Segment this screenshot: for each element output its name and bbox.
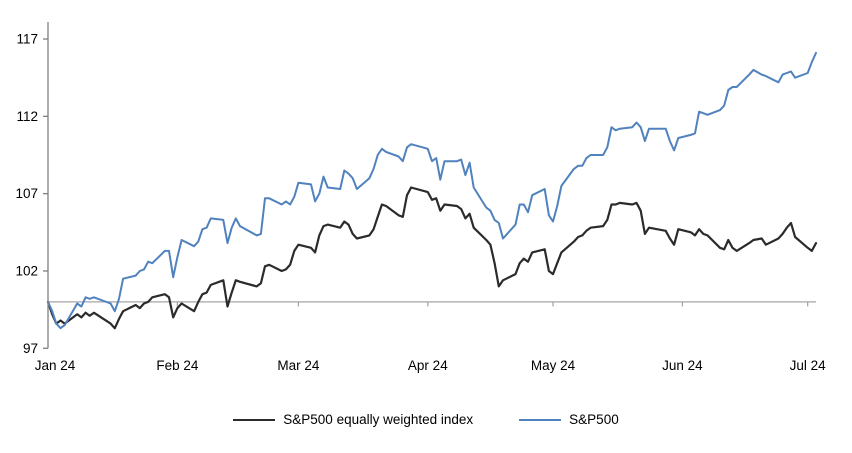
y-tick-label-102: 102 <box>15 263 38 278</box>
y-axis-labels: 97 102 107 112 117 <box>15 32 38 356</box>
equal-weight-line-swatch <box>233 418 276 421</box>
x-tick-label-Feb-24: Feb 24 <box>156 358 199 373</box>
legend-item-sp500: S&P500 <box>519 412 619 427</box>
x-tick-label-May-24: May 24 <box>531 358 576 373</box>
y-axis <box>43 22 49 349</box>
x-tick-label-Jul-24: Jul 24 <box>790 358 827 373</box>
y-tick-label-97: 97 <box>23 341 38 356</box>
legend-item-equal-weight: S&P500 equally weighted index <box>233 412 473 427</box>
equal-weight-index-line <box>46 186 818 330</box>
x-axis-labels: Jan 24 Feb 24 Mar 24 Apr 24 May 24 Jun 24 Jul … <box>35 358 826 373</box>
x-tick-label-Jan-24: Jan 24 <box>35 358 76 373</box>
y-tick-label-107: 107 <box>15 186 38 201</box>
x-tick-label-Mar-24: Mar 24 <box>277 358 320 373</box>
legend: S&P500 equally weighted index S&P500 <box>0 412 852 427</box>
legend-label-equal-weight: S&P500 equally weighted index <box>283 412 474 427</box>
y-tick-label-112: 112 <box>16 109 38 124</box>
sp500-line <box>47 51 817 330</box>
x-tick-label-Jun-24: Jun 24 <box>662 358 703 373</box>
baseline-100-axis <box>48 301 816 307</box>
legend-label-sp500: S&P500 <box>569 412 619 427</box>
x-tick-label-Apr-24: Apr 24 <box>408 358 448 373</box>
y-tick-label-117: 117 <box>16 32 38 47</box>
sp500-line-swatch <box>519 418 562 421</box>
series-lines <box>46 51 818 330</box>
